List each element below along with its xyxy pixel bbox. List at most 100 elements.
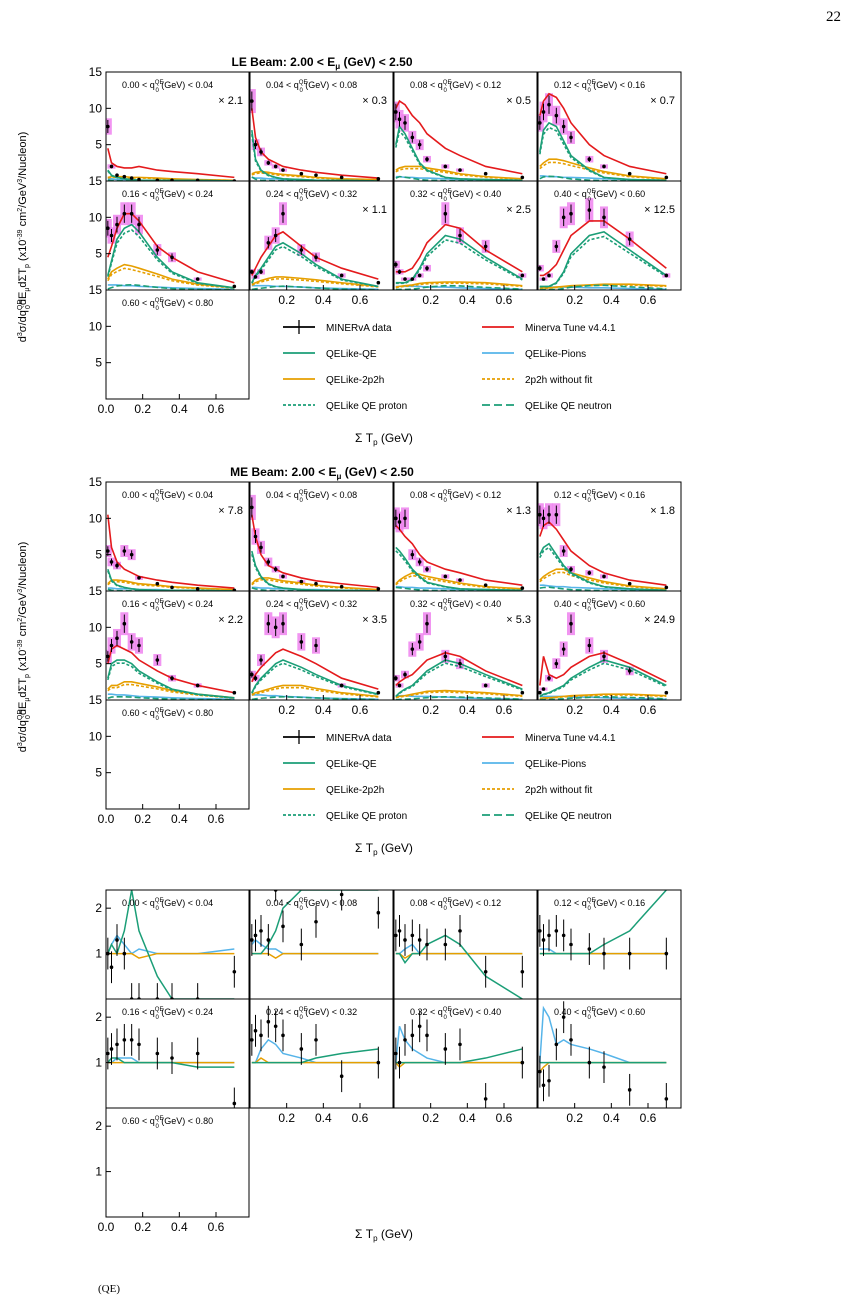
x-tick-label: 0.2: [278, 703, 295, 717]
data-point: [281, 211, 285, 216]
panel-plot-area: [394, 612, 525, 700]
tune-line: [539, 92, 667, 175]
x-tick-label: 0.2: [134, 812, 151, 826]
ratio-point: [314, 919, 318, 924]
data-point: [195, 683, 200, 688]
ratio-qe-line: [107, 1057, 235, 1068]
y-tick-label: 5: [95, 766, 102, 780]
panel-frame: [249, 590, 394, 701]
data-point: [314, 643, 318, 648]
x-tick-label: 0.6: [352, 293, 369, 307]
panel-frame: [537, 180, 682, 291]
ratio-point: [425, 942, 429, 947]
data-point: [425, 266, 429, 271]
panel-frame: [105, 289, 250, 400]
data-point: [547, 102, 551, 107]
data-point: [394, 110, 398, 114]
data-point: [547, 512, 551, 517]
x-tick-label: 0.6: [640, 293, 657, 307]
ratio-qe-line: [395, 934, 523, 999]
scale-factor: × 2.1: [218, 95, 243, 107]
panel-frame: [105, 699, 250, 810]
data-point: [250, 505, 254, 510]
ratio-point: [299, 942, 304, 947]
ratio-point: [538, 1069, 542, 1074]
data-point: [417, 560, 422, 564]
ratio-point: [541, 1083, 546, 1088]
p2h-line: [395, 571, 523, 590]
panel-plot-area: [394, 507, 525, 591]
qe-neutron-line: [107, 696, 235, 700]
data-point: [547, 273, 551, 278]
data-point: [538, 690, 542, 695]
y-axis-label: d3σ/dqQE0dEμdΣTp (x10-39 cm2/GeV3/Nucleo…: [17, 542, 32, 753]
data-point: [554, 244, 559, 249]
data-point: [397, 520, 402, 524]
data-point: [273, 164, 278, 169]
x-tick-label: 0.6: [496, 293, 513, 307]
tune-line: [107, 148, 235, 179]
panel-plot-area: [394, 914, 525, 999]
y-tick-label: 2: [95, 1010, 102, 1024]
qe-line: [251, 659, 379, 695]
panel-frame: [105, 1107, 250, 1218]
p2h-line: [107, 263, 235, 289]
x-tick-label: 0.4: [315, 703, 332, 717]
scale-factor: × 5.3: [506, 614, 531, 626]
ratio-point: [664, 951, 669, 956]
ratio-point: [281, 1033, 285, 1038]
data-point: [538, 121, 542, 125]
x-tick-label: 0.6: [208, 1220, 225, 1234]
x-tick-label: 0.2: [422, 293, 439, 307]
data-point: [195, 277, 200, 281]
data-point: [664, 175, 669, 180]
data-point: [314, 255, 318, 260]
ratio-point: [417, 1024, 422, 1029]
x-tick-label: 0.2: [134, 1220, 151, 1234]
data-point: [443, 654, 448, 659]
data-point: [569, 621, 573, 626]
y-tick-label: 5: [95, 356, 102, 370]
x-tick-label: 0.2: [422, 1111, 439, 1125]
y-tick-label: 15: [89, 693, 103, 707]
x-tick-label: 0.6: [208, 402, 225, 416]
ratio-point: [602, 1065, 606, 1069]
panel-frame: [249, 998, 394, 1109]
y-tick-label: 1: [95, 1056, 102, 1070]
panel-3: × 0.7 0.12 < qQE 0 (GeV) < 0.16: [537, 71, 682, 182]
panel-5: × 1.1 0.24 < qQE 0 (GeV) < 0.32 0.2 0.4 0.6: [249, 180, 394, 307]
data-point: [266, 621, 271, 626]
p2h-nofit-line: [251, 579, 379, 591]
data-point: [569, 135, 573, 140]
x-tick-label: 0.4: [603, 703, 620, 717]
qe-proton-line: [395, 129, 523, 181]
ratio-point: [394, 1051, 398, 1056]
panel-4: × 2.2 0.16 < qQE 0 (GeV) < 0.24 5 10 15: [89, 584, 250, 701]
data-point: [587, 571, 592, 575]
scale-factor: × 2.2: [218, 614, 243, 626]
x-tick-label: 0.6: [352, 1111, 369, 1125]
data-point: [569, 567, 573, 571]
data-point: [129, 552, 134, 557]
caption-fragment: (QE): [98, 1283, 120, 1295]
data-point: [232, 588, 237, 591]
data-point: [458, 578, 462, 582]
data-point: [122, 549, 127, 553]
panel-0: × 7.8 0.00 < qQE 0 (GeV) < 0.04 5 10 15: [89, 475, 250, 592]
panel-plot-area: [250, 494, 381, 591]
panel-6: 0.32 < qQE 0 (GeV) < 0.40 0.2 0.4 0.6: [393, 998, 538, 1125]
ratio-qe-line: [107, 890, 235, 999]
qe-line: [539, 121, 667, 181]
ratio-point: [561, 933, 566, 938]
ratio-point: [602, 951, 606, 956]
data-point: [397, 117, 402, 122]
data-point: [627, 171, 632, 176]
x-tick-label: 0.4: [603, 1111, 620, 1125]
data-point: [250, 270, 254, 274]
scale-factor: × 0.3: [362, 95, 387, 107]
p2h-line: [251, 276, 379, 288]
qe-line: [395, 124, 523, 181]
p2h-nofit-line: [251, 172, 379, 181]
bin-label: 0.08 < qQE 0 (GeV) < 0.12: [410, 80, 501, 94]
panel-plot-area: [538, 1001, 669, 1108]
